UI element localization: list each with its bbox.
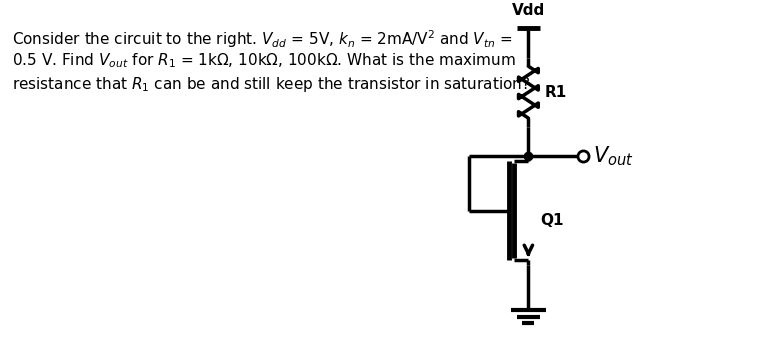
- Text: 0.5 V. Find $V_{out}$ for $R_1$ = 1kΩ, 10kΩ, 100kΩ. What is the maximum: 0.5 V. Find $V_{out}$ for $R_1$ = 1kΩ, 1…: [13, 52, 516, 70]
- Text: Q1: Q1: [540, 213, 564, 228]
- Text: Consider the circuit to the right. $V_{dd}$ = 5V, $k_n$ = 2mA/V$^2$ and $V_{tn}$: Consider the circuit to the right. $V_{d…: [13, 28, 513, 50]
- Text: R1: R1: [544, 85, 566, 100]
- Text: resistance that $R_1$ can be and still keep the transistor in saturation?: resistance that $R_1$ can be and still k…: [13, 75, 531, 94]
- Text: Vdd: Vdd: [512, 3, 545, 18]
- Text: $V_{out}$: $V_{out}$: [593, 145, 633, 168]
